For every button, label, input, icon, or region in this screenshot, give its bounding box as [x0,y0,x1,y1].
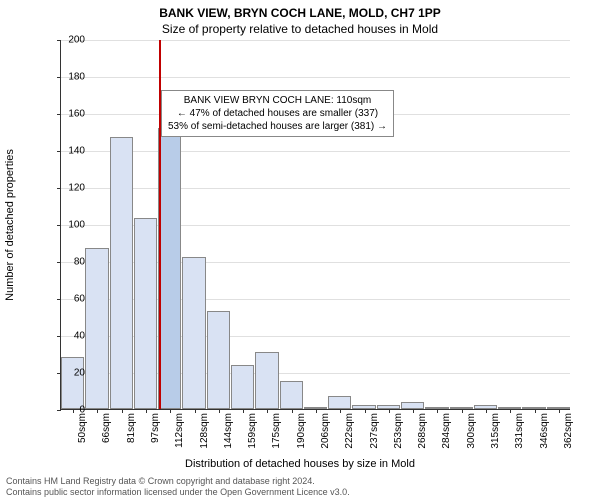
gridline [61,77,570,78]
xtick-mark [219,409,220,413]
xtick-label: 362sqm [563,413,574,449]
xtick-mark [462,409,463,413]
xtick-label: 112sqm [174,413,185,448]
xtick-label: 331sqm [514,413,525,449]
xtick-mark [413,409,414,413]
xtick-mark [97,409,98,413]
xtick-label: 159sqm [247,413,258,449]
xtick-mark [535,409,536,413]
chart-title: BANK VIEW, BRYN COCH LANE, MOLD, CH7 1PP [0,0,600,20]
xtick-label: 190sqm [296,413,307,449]
xtick-mark [195,409,196,413]
gridline [61,188,570,189]
xtick-mark [122,409,123,413]
xtick-label: 222sqm [344,413,355,449]
xtick-label: 128sqm [199,413,210,449]
xtick-mark [316,409,317,413]
histogram-bar [182,257,205,409]
footer-line2: Contains public sector information licen… [6,487,350,498]
histogram-bar [158,128,181,409]
xtick-label: 206sqm [320,413,331,449]
xtick-mark [267,409,268,413]
footer-line1: Contains HM Land Registry data © Crown c… [6,476,350,487]
gridline [61,40,570,41]
xtick-label: 81sqm [126,413,137,443]
xtick-mark [437,409,438,413]
xtick-label: 175sqm [271,413,282,449]
xtick-mark [170,409,171,413]
histogram-bar [110,137,133,409]
x-axis-label: Distribution of detached houses by size … [0,458,600,470]
histogram-bar [401,402,424,409]
ytick-label: 160 [55,109,85,120]
ytick-label: 60 [55,294,85,305]
annotation-line1: BANK VIEW BRYN COCH LANE: 110sqm [168,94,387,107]
xtick-mark [146,409,147,413]
xtick-label: 346sqm [539,413,550,449]
xtick-mark [389,409,390,413]
xtick-label: 300sqm [466,413,477,449]
ytick-label: 100 [55,220,85,231]
ytick-label: 0 [55,405,85,416]
xtick-label: 237sqm [369,413,380,449]
chart-subtitle: Size of property relative to detached ho… [0,20,600,36]
histogram-bar [280,381,303,409]
annotation-line2: ← 47% of detached houses are smaller (33… [168,107,387,120]
chart-container: BANK VIEW, BRYN COCH LANE, MOLD, CH7 1PP… [0,0,600,500]
xtick-mark [292,409,293,413]
ytick-label: 200 [55,35,85,46]
xtick-label: 268sqm [417,413,428,449]
xtick-mark [486,409,487,413]
annotation-line3: 53% of semi-detached houses are larger (… [168,120,387,133]
histogram-bar [85,248,108,409]
ytick-label: 120 [55,183,85,194]
histogram-bar [328,396,351,409]
xtick-mark [510,409,511,413]
annotation-box: BANK VIEW BRYN COCH LANE: 110sqm ← 47% o… [161,90,394,137]
plot-area: BANK VIEW BRYN COCH LANE: 110sqm ← 47% o… [60,40,570,410]
xtick-label: 315sqm [490,413,501,449]
gridline [61,151,570,152]
xtick-label: 97sqm [150,413,161,443]
ytick-label: 140 [55,146,85,157]
y-axis-label: Number of detached properties [4,149,16,301]
histogram-bar [207,311,230,409]
ytick-label: 80 [55,257,85,268]
xtick-label: 66sqm [101,413,112,443]
xtick-mark [559,409,560,413]
histogram-bar [231,365,254,409]
footer-attribution: Contains HM Land Registry data © Crown c… [6,476,350,498]
ytick-label: 20 [55,368,85,379]
ytick-label: 40 [55,331,85,342]
xtick-label: 144sqm [223,413,234,449]
xtick-mark [365,409,366,413]
xtick-label: 284sqm [441,413,452,449]
ytick-label: 180 [55,72,85,83]
histogram-bar [255,352,278,409]
histogram-bar [134,218,157,409]
histogram-bar [61,357,84,409]
xtick-mark [243,409,244,413]
xtick-label: 253sqm [393,413,404,449]
xtick-label: 50sqm [77,413,88,443]
xtick-mark [340,409,341,413]
